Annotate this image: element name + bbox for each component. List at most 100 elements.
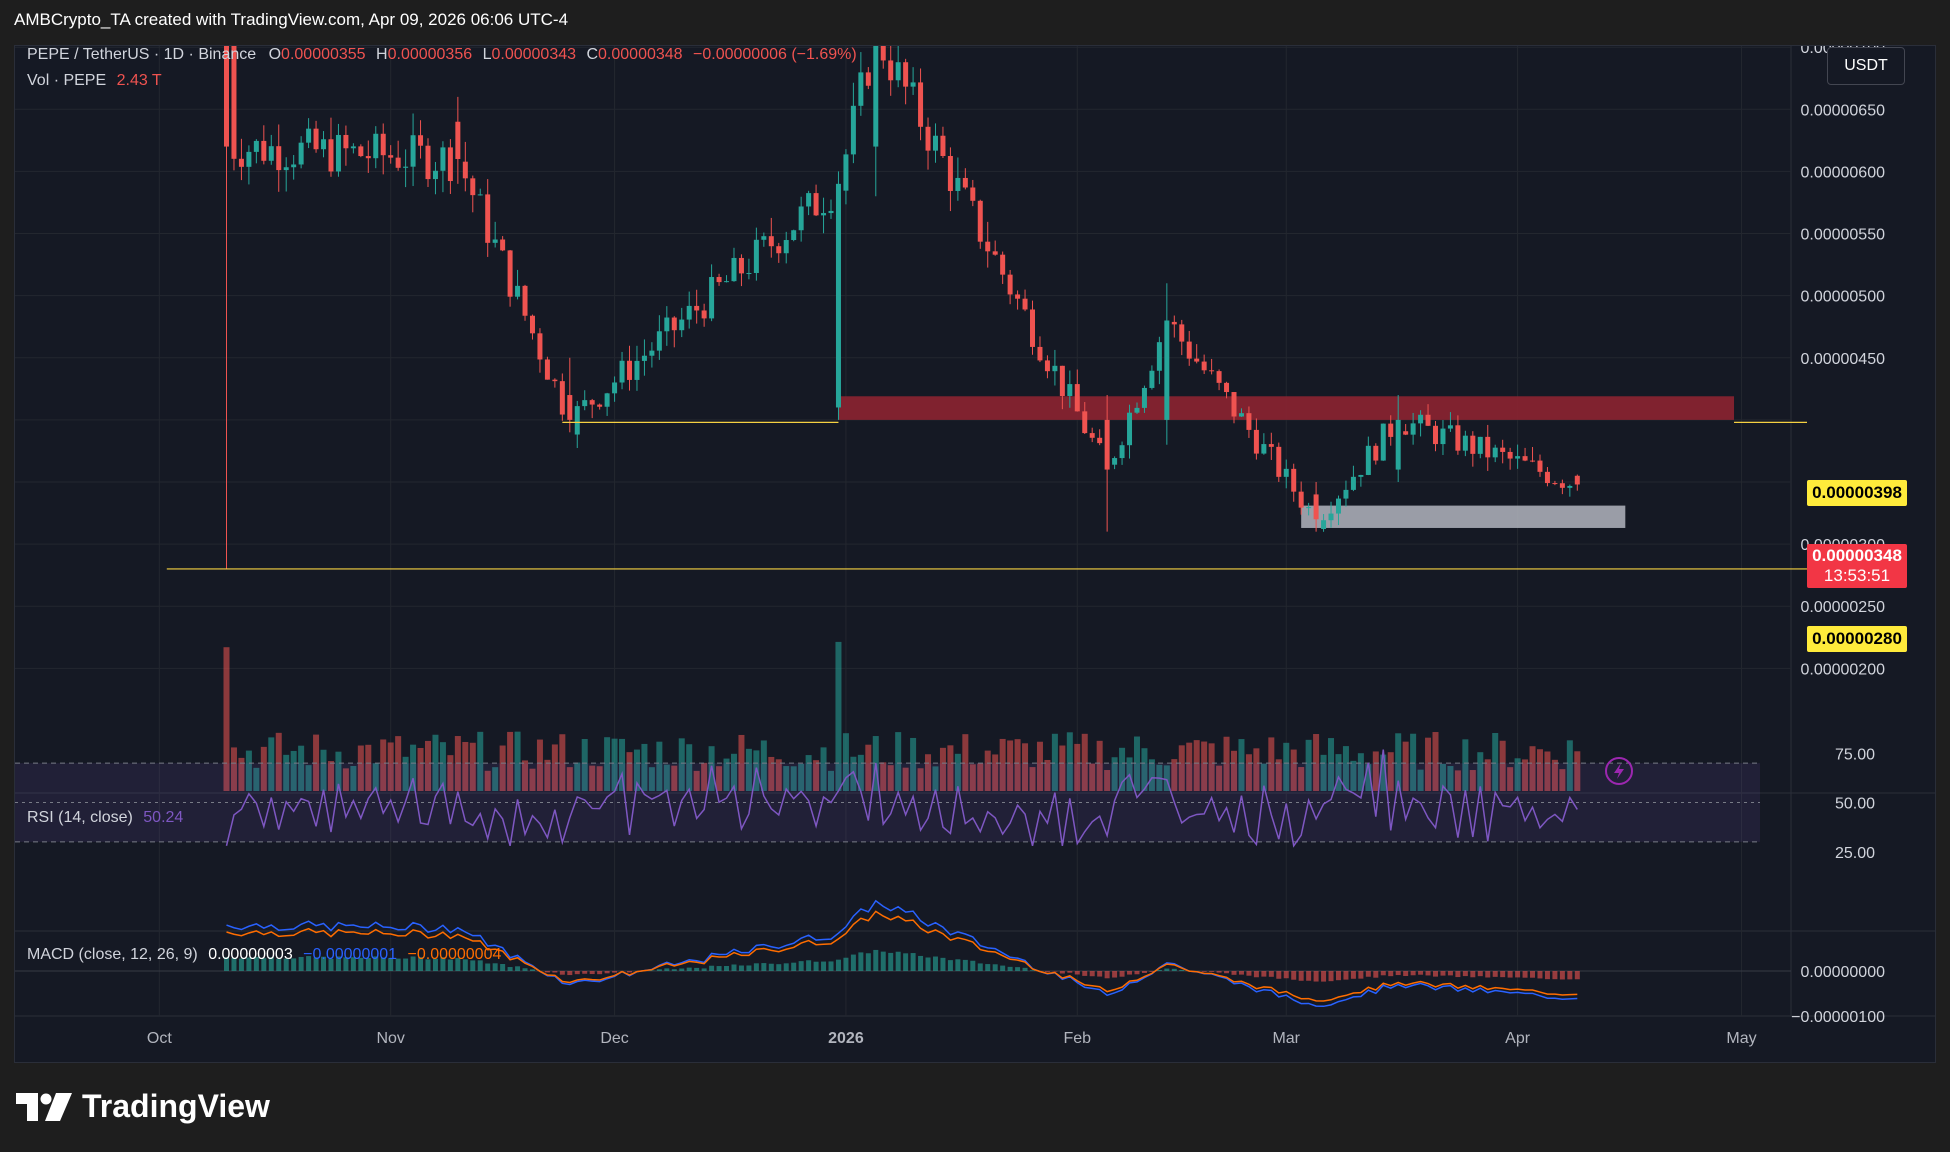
candle-body: [328, 139, 334, 172]
volume-bar: [1477, 752, 1484, 791]
volume-bar: [1231, 750, 1238, 791]
macd-tick-label: −0.00000100: [1791, 1009, 1885, 1026]
volume-bar: [1551, 759, 1558, 791]
volume-bar: [1171, 759, 1178, 791]
tradingview-logo-icon: [16, 1092, 72, 1121]
macd-label: MACD (close, 12, 26, 9): [27, 946, 198, 963]
macd-histogram-bar: [582, 971, 588, 974]
candle-body: [1574, 475, 1580, 485]
candle-body: [746, 273, 752, 275]
candle-body: [850, 105, 856, 155]
candle-body: [1201, 361, 1207, 371]
macd-histogram-bar: [1216, 971, 1222, 973]
candle-body: [440, 147, 446, 171]
candle-body: [1149, 370, 1155, 388]
volume-bar: [977, 763, 984, 791]
candle-body: [1395, 419, 1401, 470]
volume-bar: [1223, 736, 1230, 791]
time-tick-label: Oct: [147, 1030, 172, 1047]
candle-body: [373, 133, 379, 159]
macd-histogram-bar: [1522, 971, 1528, 978]
macd-histogram-bar: [500, 963, 506, 971]
candle-body: [962, 177, 968, 188]
candle-body: [858, 72, 864, 106]
volume-bar: [1141, 748, 1148, 791]
macd-histogram-bar: [1395, 971, 1401, 976]
macd-histogram-bar: [753, 963, 759, 971]
price-tick-label: 0.00000650: [1800, 102, 1885, 119]
candle-body: [1074, 384, 1080, 412]
volume-bar: [1566, 740, 1573, 791]
macd-histogram-bar: [858, 952, 864, 971]
volume-bar: [551, 744, 558, 791]
volume-bar: [1119, 747, 1126, 791]
macd-histogram-bar: [1507, 971, 1513, 978]
volume-bar: [880, 762, 887, 791]
macd-histogram-bar: [1268, 971, 1274, 977]
candle-body: [1119, 445, 1125, 459]
candle-body: [1261, 444, 1267, 454]
candle-body: [627, 360, 633, 380]
macd-histogram-bar: [1224, 971, 1230, 974]
candle-body: [1231, 392, 1237, 417]
macd-histogram-bar: [306, 956, 312, 971]
candle-body: [425, 145, 431, 180]
symbol-name[interactable]: PEPE / TetherUS · 1D · Binance: [27, 46, 257, 63]
candle-body: [619, 360, 625, 383]
candle-body: [649, 350, 655, 356]
level-lines: [166, 421, 1807, 570]
volume-bar: [962, 734, 969, 791]
candle-body: [671, 317, 677, 331]
candle-body: [403, 166, 409, 168]
chart-canvas[interactable]: OctNovDec2026FebMarAprMay0.000007000.000…: [15, 46, 1935, 1062]
candle-body: [1530, 460, 1536, 462]
candle-body: [529, 315, 535, 334]
macd-histogram-bar: [365, 957, 371, 971]
macd-histogram-bar: [261, 958, 267, 971]
macd-histogram-bar: [276, 958, 282, 971]
volume-bar: [425, 740, 432, 791]
volume-bar: [499, 745, 506, 791]
macd-histogram-bar: [1044, 971, 1050, 972]
volume-bar: [581, 739, 588, 791]
chart-frame[interactable]: OctNovDec2026FebMarAprMay0.000007000.000…: [14, 45, 1936, 1063]
candle-body: [1291, 468, 1297, 492]
volume-bar: [566, 767, 573, 791]
macd-histogram-bar: [1313, 971, 1319, 982]
candle-body: [1186, 341, 1192, 359]
volume-bar: [992, 754, 999, 791]
candle-body: [1089, 433, 1095, 438]
macd-histogram-bar: [425, 959, 431, 971]
volume-bar: [238, 757, 245, 791]
candle-body: [768, 236, 774, 247]
volume-bar: [1395, 733, 1402, 791]
macd-histogram-bar: [1500, 971, 1506, 978]
volume-bar: [380, 739, 387, 791]
macd-histogram-bar: [246, 957, 252, 971]
volume-bar: [1022, 743, 1029, 791]
close-label: C: [586, 46, 599, 63]
macd-pane: [15, 899, 1791, 1008]
macd-histogram-bar: [1559, 971, 1565, 980]
macd-histogram-bar: [918, 955, 924, 971]
macd-histogram-bar: [1030, 970, 1036, 971]
volume-bar: [1544, 751, 1551, 791]
macd-histogram-bar: [1164, 968, 1170, 971]
candle-body: [1440, 428, 1446, 445]
candle-body: [835, 183, 841, 408]
candle-body: [321, 139, 327, 150]
macd-histogram-bar: [1015, 967, 1021, 971]
low-value: 0.00000343: [491, 46, 577, 63]
volume-bar: [290, 750, 297, 791]
macd-histogram-bar: [321, 956, 327, 971]
macd-histogram-bar: [947, 960, 953, 971]
macd-histogram-bar: [738, 965, 744, 971]
volume-bar: [656, 741, 663, 791]
tradingview-brand: TradingView: [82, 1088, 270, 1124]
volume-bar: [447, 755, 454, 791]
replay-icon[interactable]: [1605, 757, 1633, 785]
volume-bar: [745, 748, 752, 791]
macd-histogram-bar: [1321, 971, 1327, 982]
tradingview-logo[interactable]: TradingView: [16, 1088, 270, 1125]
currency-button[interactable]: USDT: [1827, 47, 1905, 85]
